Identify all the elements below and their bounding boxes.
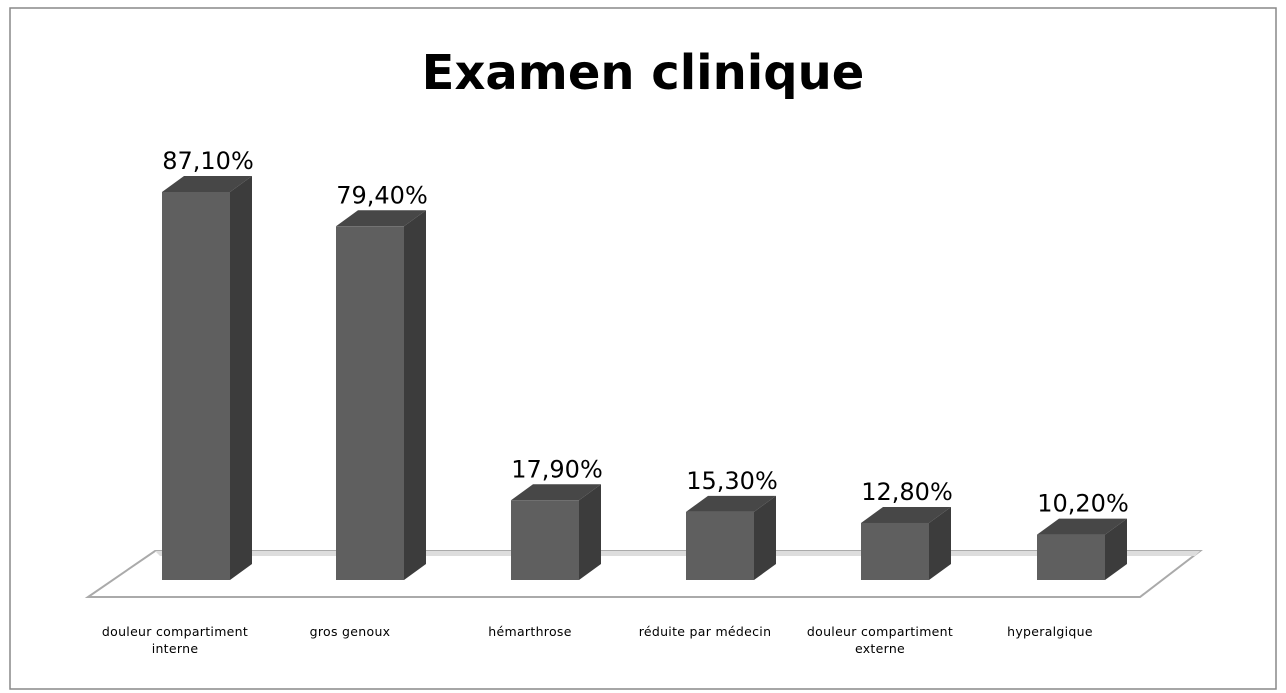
bar-top — [1037, 518, 1127, 535]
bar-top — [686, 495, 776, 512]
data-label: 15,30% — [686, 467, 778, 495]
x-tick-label: hyperalgique — [1007, 624, 1093, 639]
x-tick-label: hémarthrose — [488, 624, 572, 639]
data-label: 17,90% — [511, 455, 603, 483]
data-label: 12,80% — [861, 478, 953, 506]
x-tick-label: douleur compartiment interne — [101, 624, 249, 656]
bar — [861, 522, 929, 580]
bar-side — [230, 176, 252, 580]
bar-top — [861, 506, 951, 523]
data-label: 87,10% — [162, 147, 254, 175]
bar-side — [404, 210, 426, 581]
bar-side — [929, 506, 951, 580]
data-label: 79,40% — [336, 181, 428, 209]
bar — [686, 511, 754, 580]
bar-top — [162, 176, 252, 192]
bar-top — [336, 210, 426, 227]
bar — [162, 192, 230, 580]
bar — [1037, 534, 1105, 580]
data-label: 10,20% — [1037, 490, 1129, 518]
x-tick-label: réduite par médecin — [638, 624, 772, 639]
bar-top — [511, 484, 601, 501]
bar-side — [754, 495, 776, 580]
bar-side — [1105, 518, 1127, 580]
bar — [511, 500, 579, 580]
bar — [336, 226, 404, 581]
x-tick-label: douleur compartiment externe — [806, 624, 954, 656]
x-tick-label: gros genoux — [309, 624, 391, 639]
chart-title: Examen clinique — [422, 45, 865, 101]
bar-side — [579, 484, 601, 580]
